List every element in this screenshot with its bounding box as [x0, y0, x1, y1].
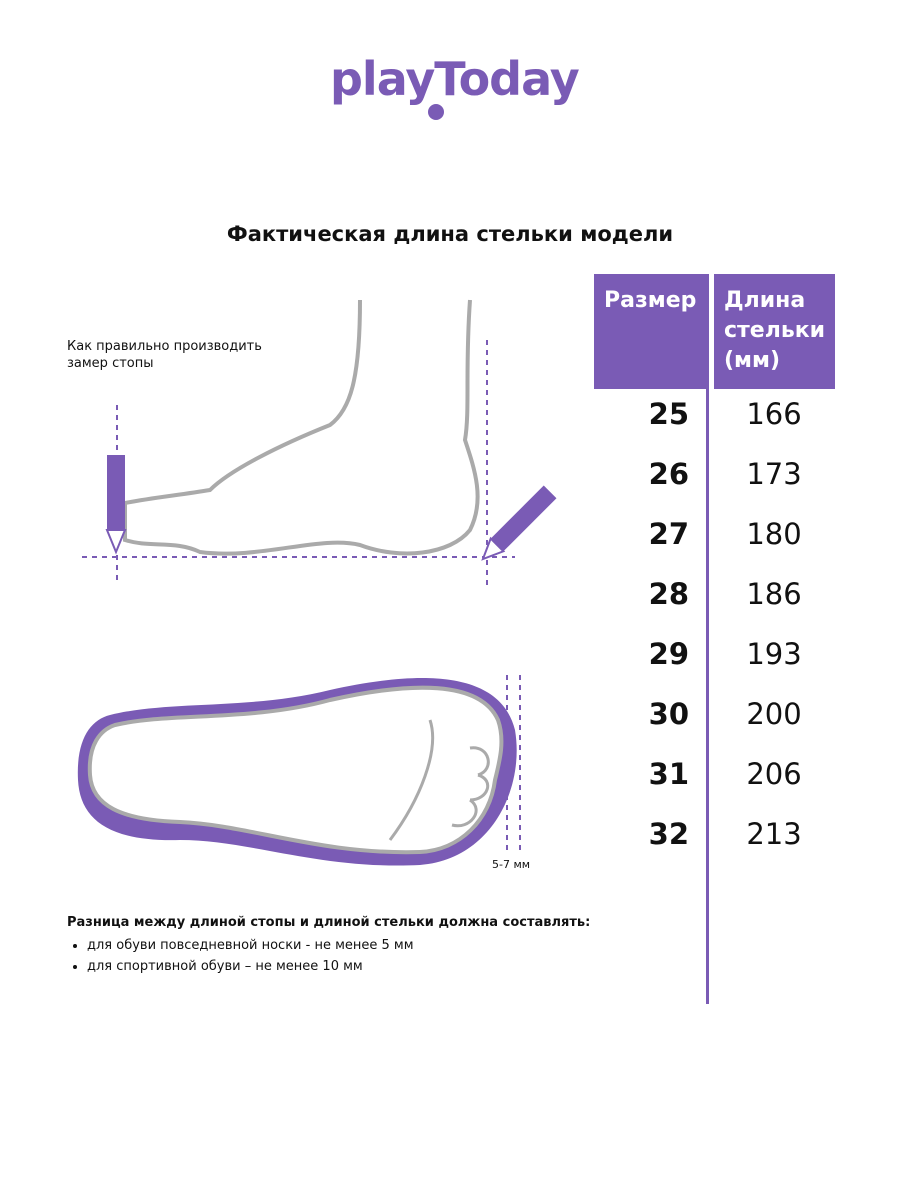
- hint-line: замер стопы: [67, 356, 154, 371]
- length-cell: 193: [746, 637, 802, 671]
- gap-label: 5-7 мм: [492, 858, 531, 871]
- length-cell: 213: [746, 817, 802, 851]
- foot-outline: [87, 685, 504, 855]
- note-item: для спортивной обуви – не менее 10 мм: [87, 956, 590, 977]
- size-cell: 28: [648, 577, 689, 611]
- table-row: 30 200: [594, 697, 834, 737]
- length-cell: 180: [746, 517, 802, 551]
- table-row: 28 186: [594, 577, 834, 617]
- page-title: Фактическая длина стельки модели: [226, 222, 674, 246]
- header-length: Длина стельки (мм): [714, 274, 835, 389]
- header-size: Размер: [594, 274, 707, 389]
- table-row: 26 173: [594, 457, 834, 497]
- size-cell: 26: [648, 457, 689, 491]
- size-cell: 29: [648, 637, 689, 671]
- length-cell: 200: [746, 697, 802, 731]
- pencil-icon: [105, 455, 127, 555]
- length-cell: 166: [746, 397, 802, 431]
- length-cell: 173: [746, 457, 802, 491]
- size-cell: 31: [648, 757, 689, 791]
- note-item: для обуви повседневной носки - не менее …: [87, 935, 590, 956]
- size-cell: 32: [648, 817, 689, 851]
- toe-lines: [388, 719, 490, 841]
- measure-hint: Как правильно производить замер стопы: [67, 338, 262, 372]
- length-cell: 206: [746, 757, 802, 791]
- length-cell: 186: [746, 577, 802, 611]
- note-heading: Разница между длиной стопы и длиной стел…: [67, 915, 591, 930]
- note: Разница между длиной стопы и длиной стел…: [67, 912, 590, 977]
- brand-logo: playToday: [330, 52, 580, 106]
- table-row: 31 206: [594, 757, 834, 797]
- table-row: 27 180: [594, 517, 834, 557]
- table-row: 29 193: [594, 637, 834, 677]
- table-divider: [706, 274, 709, 1004]
- logo-dot: [428, 104, 444, 120]
- table-row: 25 166: [594, 397, 834, 437]
- size-cell: 27: [648, 517, 689, 551]
- hint-line: Как правильно производить: [67, 339, 262, 354]
- size-cell: 30: [648, 697, 689, 731]
- size-cell: 25: [648, 397, 689, 431]
- table-row: 32 213: [594, 817, 834, 857]
- side-foot-outline: [123, 299, 480, 556]
- pencil-icon: [481, 485, 557, 561]
